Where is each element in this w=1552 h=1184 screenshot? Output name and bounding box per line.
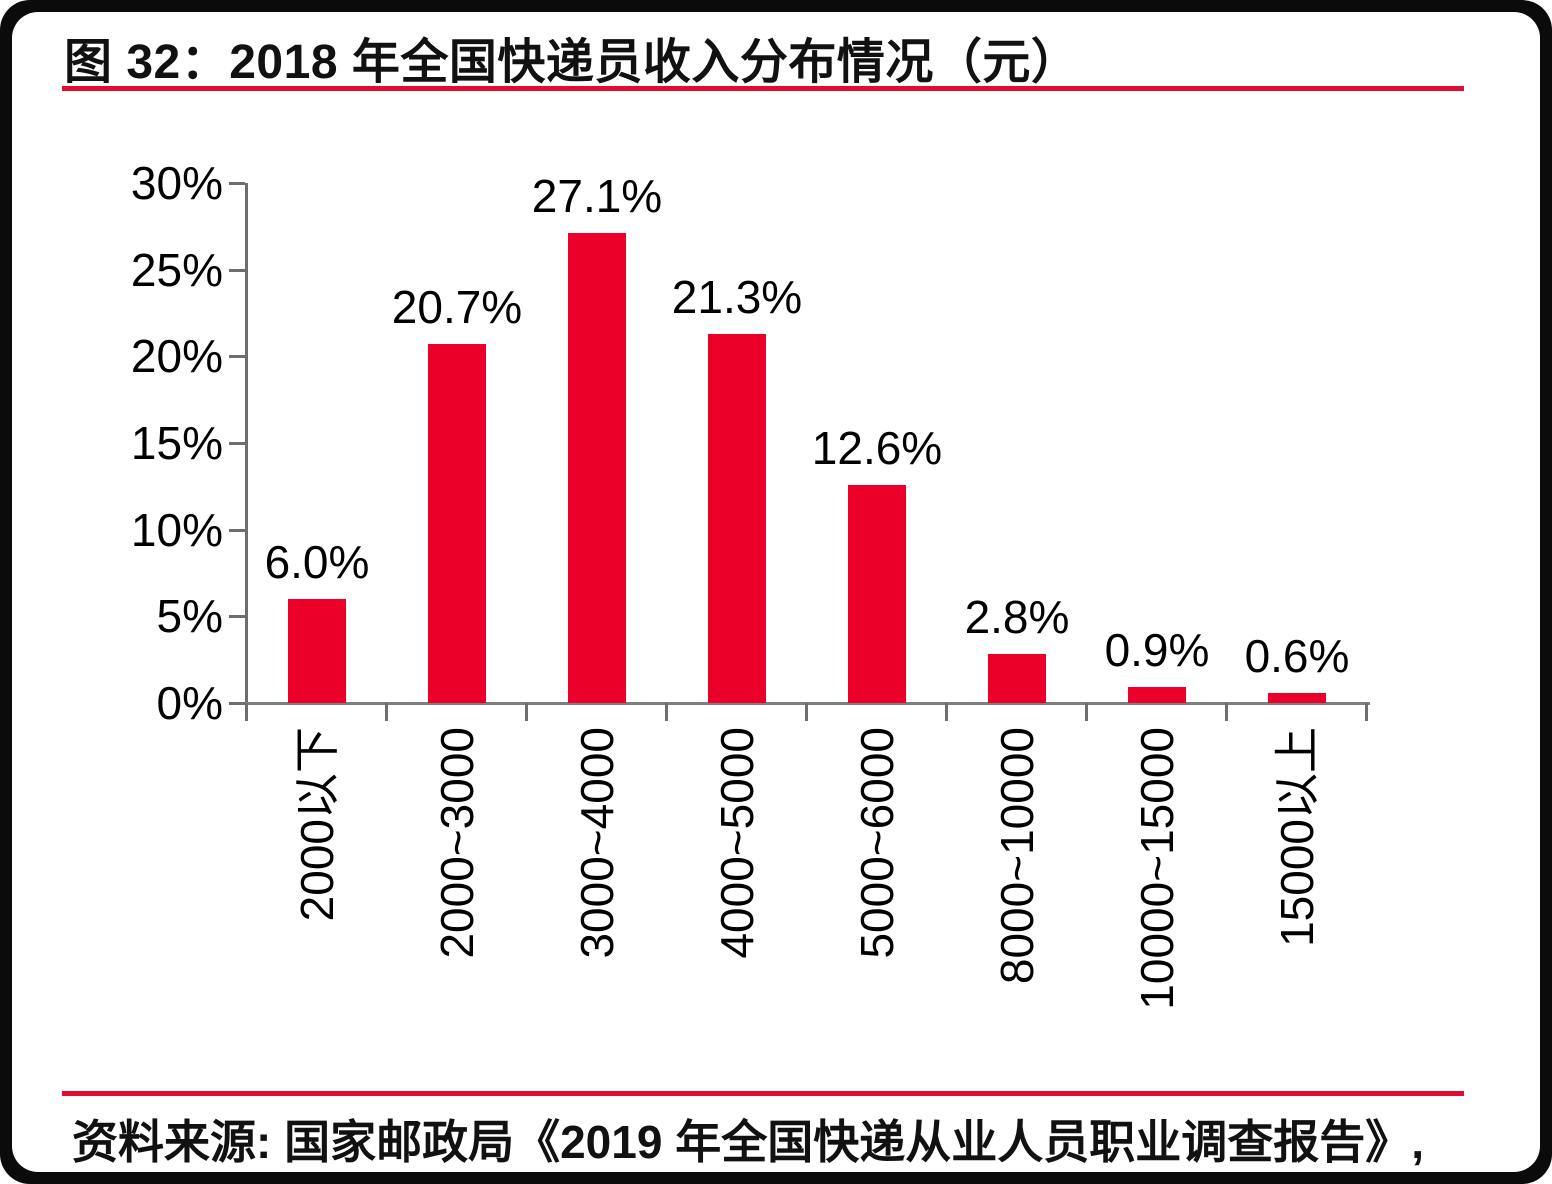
x-tick xyxy=(385,703,388,721)
x-tick xyxy=(665,703,668,721)
x-category-label: 5000~6000 xyxy=(851,727,903,959)
bar xyxy=(988,654,1046,703)
x-category-label: 2000~3000 xyxy=(431,727,483,959)
y-tick xyxy=(229,182,245,185)
bar-value-label: 12.6% xyxy=(811,422,943,474)
y-tick xyxy=(229,442,245,445)
y-tick-label: 0% xyxy=(156,677,223,729)
y-tick-label: 25% xyxy=(130,243,223,296)
bar-value-label: 0.9% xyxy=(1104,624,1210,676)
y-tick xyxy=(229,528,245,532)
x-category-label: 3000~4000 xyxy=(571,727,623,959)
x-tick xyxy=(805,703,808,721)
bar-value-label: 0.6% xyxy=(1244,630,1350,682)
bar-value-label: 27.1% xyxy=(531,170,663,222)
bar-value-label: 6.0% xyxy=(264,536,370,588)
bar xyxy=(1128,687,1186,703)
bar-value-label: 21.3% xyxy=(671,271,803,323)
figure-title: 图 32：2018 年全国快递员收入分布情况（元） xyxy=(64,36,1080,89)
x-tick xyxy=(245,703,248,721)
bar xyxy=(848,485,906,703)
y-tick xyxy=(229,615,245,619)
x-tick xyxy=(1365,703,1368,721)
bar-value-label: 2.8% xyxy=(964,591,1070,643)
x-category-label: 8000~10000 xyxy=(991,727,1043,985)
y-tick-label: 5% xyxy=(156,590,223,643)
y-tick-label: 10% xyxy=(130,503,223,556)
source-text: 资料来源: 国家邮政局《2019 年全国快递从业人员职业调查报告》, xyxy=(72,1116,1424,1168)
source-divider xyxy=(62,1091,1464,1096)
x-tick xyxy=(1085,703,1088,721)
bar xyxy=(288,599,346,703)
x-tick xyxy=(1225,703,1228,721)
bar-value-label: 20.7% xyxy=(391,281,523,333)
y-tick xyxy=(229,355,245,359)
x-tick xyxy=(945,703,948,721)
y-tick-label: 30% xyxy=(130,157,223,209)
y-tick xyxy=(229,702,245,705)
y-tick xyxy=(229,268,245,272)
y-axis-line xyxy=(245,183,248,706)
x-category-label: 15000以上 xyxy=(1271,727,1323,947)
bar xyxy=(708,334,766,703)
x-category-label: 4000~5000 xyxy=(711,727,763,959)
bar xyxy=(1268,693,1326,703)
x-category-label: 2000以下 xyxy=(291,727,343,922)
figure-card xyxy=(12,12,1540,1172)
title-underline xyxy=(62,86,1464,91)
bar xyxy=(568,233,626,703)
y-tick-label: 20% xyxy=(130,330,223,383)
y-tick-label: 15% xyxy=(130,417,223,469)
x-tick xyxy=(525,703,528,721)
x-category-label: 10000~15000 xyxy=(1131,727,1183,1010)
bar xyxy=(428,344,486,703)
